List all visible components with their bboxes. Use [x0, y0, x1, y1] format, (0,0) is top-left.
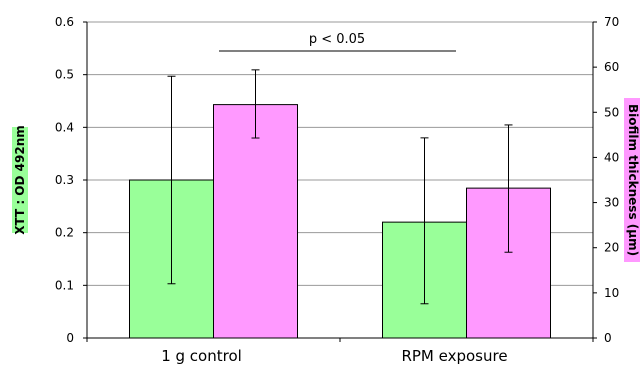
- category-label: 1 g control: [161, 347, 242, 365]
- y2-tick-label: 40: [604, 150, 619, 164]
- error-bars: [167, 69, 513, 305]
- y-tick-label: 0.4: [55, 120, 74, 134]
- y-tick-label: 0: [66, 331, 74, 345]
- y2-tick-label: 60: [604, 60, 619, 74]
- y-tick-label: 0.3: [55, 173, 74, 187]
- y2-tick-label: 70: [604, 15, 619, 29]
- category-labels: 1 g control RPM exposure: [161, 347, 507, 365]
- y-tick-label: 0.1: [55, 278, 74, 292]
- category-label: RPM exposure: [401, 347, 507, 365]
- axes: [83, 21, 597, 342]
- tick-labels: 0 0.1 0.2 0.3 0.4 0.5 0.6 0 10 20 30 40 50 60 70: [55, 15, 619, 345]
- bars: [129, 104, 551, 339]
- y-axis-title: XTT : OD 492nm: [12, 125, 28, 235]
- y2-axis-title-background: [624, 98, 640, 262]
- y2-tick-label: 0: [604, 331, 612, 345]
- y2-tick-label: 20: [604, 241, 619, 255]
- y-tick-label: 0.2: [55, 226, 74, 240]
- bar: [213, 104, 298, 339]
- y-axis-title-text: XTT : OD 492nm: [13, 125, 27, 235]
- y2-axis-title: Biofilm thickness (µm): [624, 98, 640, 262]
- y2-axis-title-text: Biofilm thickness (µm): [626, 104, 640, 256]
- y2-tick-label: 10: [604, 286, 619, 300]
- y2-tick-label: 50: [604, 105, 619, 119]
- y-tick-label: 0.5: [55, 68, 74, 82]
- y2-tick-label: 30: [604, 196, 619, 210]
- y-tick-label: 0.6: [55, 15, 74, 29]
- y-axis-title-background: [12, 127, 28, 233]
- significance-annotation: p < 0.05: [309, 32, 365, 47]
